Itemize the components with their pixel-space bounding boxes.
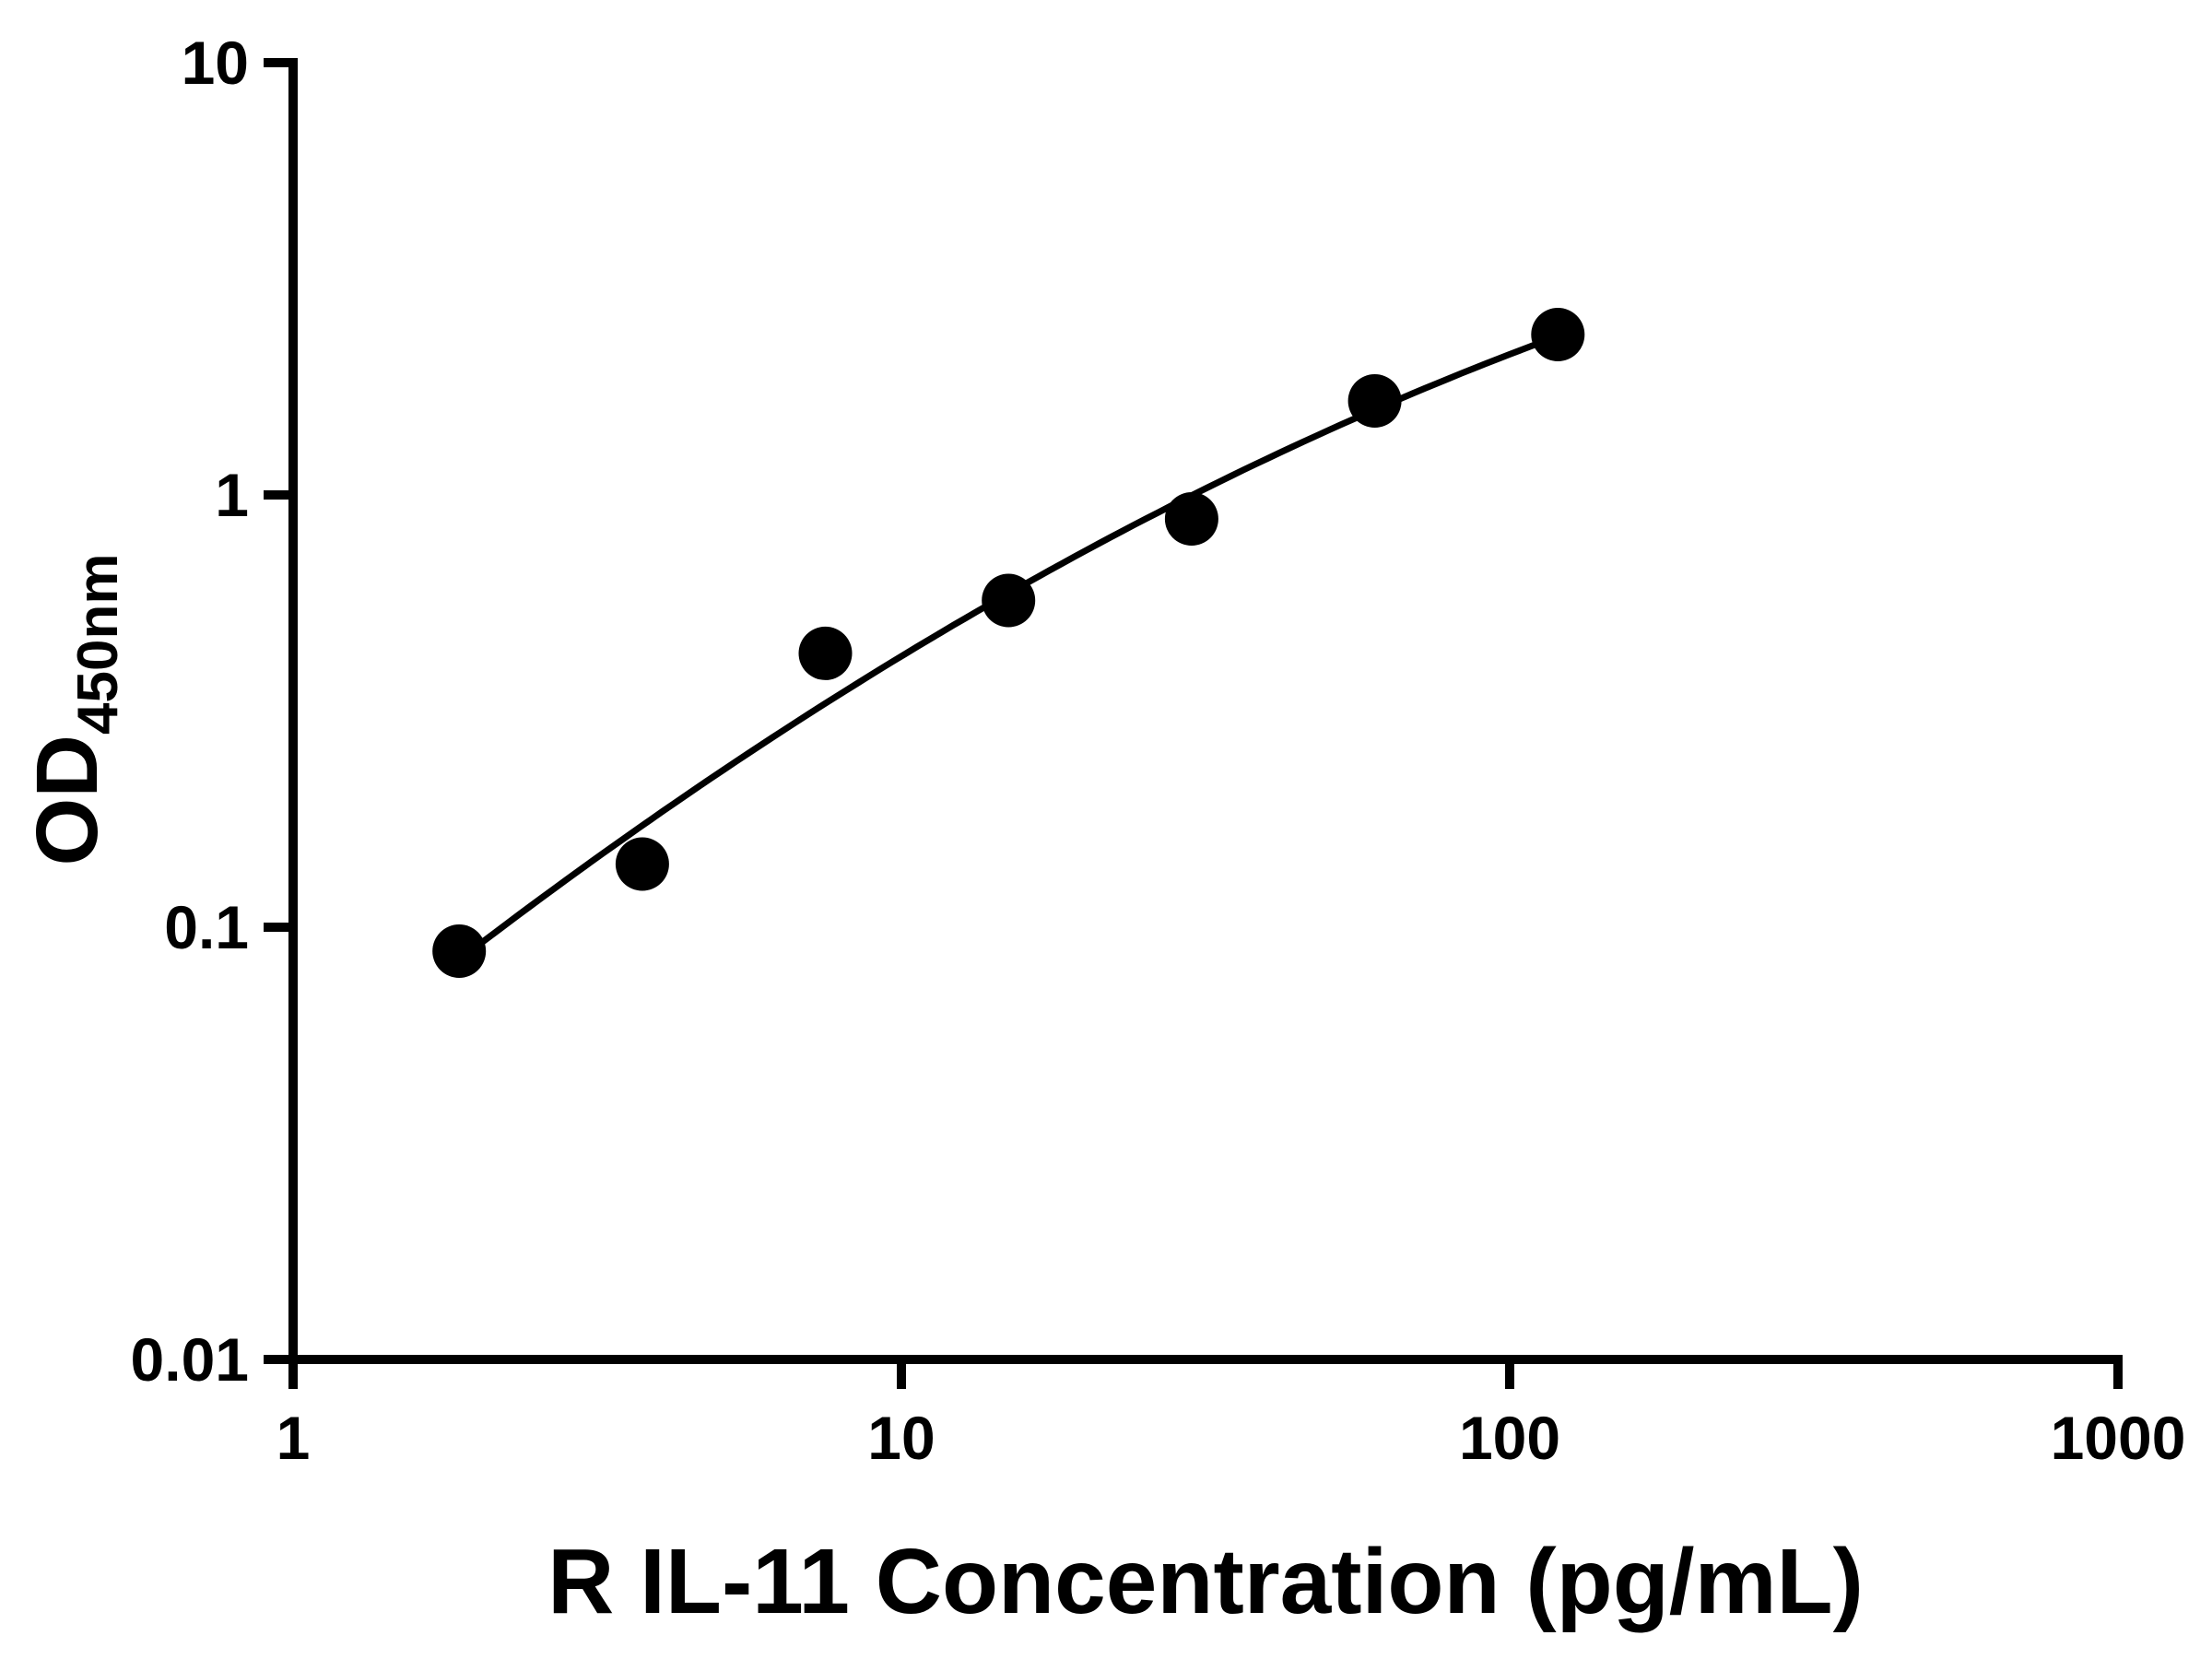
y-axis-title: OD450nm [18,554,130,866]
data-point [798,626,853,680]
x-tick-label: 100 [1459,1404,1560,1472]
x-axis-title: R IL-11 Concentration (pg/mL) [547,1530,1864,1633]
x-tick-label: 1 [276,1404,311,1472]
y-tick-label: 0.01 [131,1325,249,1394]
data-point [1164,492,1218,546]
y-tick-label: 10 [182,29,249,97]
axis-spines [288,58,2123,1364]
y-tick-label: 0.1 [164,893,249,961]
x-tick-label: 10 [867,1404,935,1472]
data-point [615,837,669,891]
data-point [432,924,487,978]
data-points [432,308,1585,978]
data-point [1531,308,1585,361]
data-point [1347,374,1402,428]
y-tick-label: 1 [215,461,249,529]
x-tick-label: 1000 [2051,1404,2186,1472]
axes: 1 10 100 1000 0.01 0.1 1 10 [131,29,2186,1472]
data-point [982,573,1036,628]
